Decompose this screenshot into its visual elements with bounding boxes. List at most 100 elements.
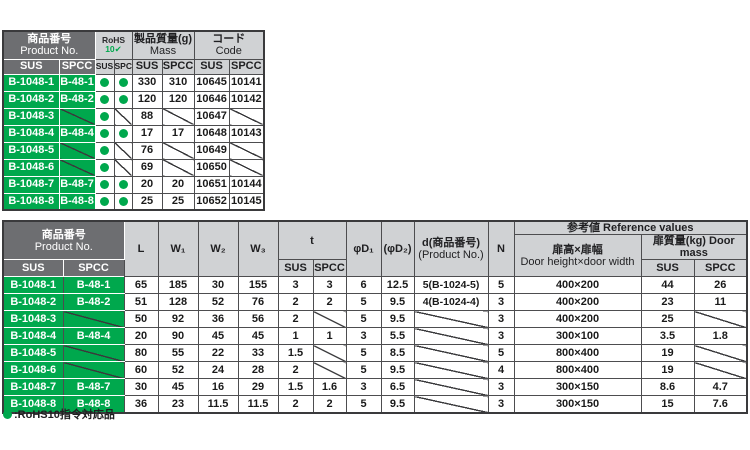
cell-m-spcc: 1.8 <box>693 327 748 346</box>
cell-sus: B-1048-3 <box>2 310 64 329</box>
rohs-dot-icon <box>100 196 109 206</box>
table-row: B-1048-5 76 10649 <box>2 141 265 160</box>
cell-spcc: B-48-7 <box>58 175 96 194</box>
cell-N: 3 <box>487 378 515 397</box>
cell-m-sus: 19 <box>640 344 695 363</box>
cell-mass-sus: 330 <box>131 73 163 92</box>
rohs-dot-icon <box>118 196 128 206</box>
cell-code-sus: 10650 <box>193 158 230 177</box>
cell-t-sus: 2 <box>277 361 314 380</box>
subheader-sus: SUS <box>277 259 314 278</box>
rohs-dot-icon <box>100 163 109 173</box>
cell-D1: 5 <box>345 293 382 312</box>
reference-values-header: 参考値 Reference values <box>513 220 748 236</box>
cell-spcc: B-48-8 <box>58 192 96 211</box>
cell-D1: 3 <box>345 327 382 346</box>
cell-W3: 11.5 <box>237 395 279 414</box>
mass-header-jp: 製品質量(g) <box>134 33 193 46</box>
cell-code-sus: 10651 <box>193 175 230 194</box>
table-row: B-1048-1 B-48-1 65 185 30 155 3 3 6 12.5 5(B-1024-… <box>2 276 748 295</box>
cell-t-spcc <box>312 361 347 380</box>
cell-mass-spcc: 20 <box>161 175 195 194</box>
cell-spcc <box>58 141 96 160</box>
cell-spcc <box>58 158 96 177</box>
cell-sus: B-1048-3 <box>2 107 60 126</box>
table-row: B-1048-2 B-48-2 120 120 10646 10142 <box>2 90 265 109</box>
rohs-dot-icon <box>100 112 109 122</box>
rohs-dot-icon <box>3 409 12 419</box>
cell-rohs-sus <box>94 73 115 92</box>
cell-rohs-sus <box>94 192 115 211</box>
subheader-spcc: SPCC <box>58 58 96 75</box>
cell-D2: 12.5 <box>380 276 415 295</box>
cell-code-sus: 10647 <box>193 107 230 126</box>
footnote-text: :RoHS10指令対応品 <box>14 409 115 421</box>
col-header-t: t <box>277 220 347 261</box>
col-header-d-product: d(商品番号) (Product No.) <box>413 220 489 278</box>
table-row: B-1048-8 B-48-8 36 23 11.5 11.5 2 2 5 9.5 3 300×150… <box>2 395 748 414</box>
cell-W2: 16 <box>197 378 239 397</box>
cell-spcc: B-48-8 <box>62 395 125 414</box>
cell-d <box>413 344 489 363</box>
cell-W3: 155 <box>237 276 279 295</box>
col-header-w1: W₁ <box>157 220 199 278</box>
door-size-header: 扉高×扉幅 Door height×door width <box>513 234 642 278</box>
table-row: B-1048-4 B-48-4 17 17 10648 10143 <box>2 124 265 143</box>
cell-m-sus: 44 <box>640 276 695 295</box>
cell-door: 400×200 <box>513 276 642 295</box>
t1-header: 商品番号 Product No. RoHS 10✔ 製品質量(g) Mass コード Code… <box>2 30 265 75</box>
product-no-header: 商品番号 Product No. <box>2 220 125 261</box>
subheader-spcc: SPCC <box>693 259 748 278</box>
cell-rohs-spcc <box>113 158 133 177</box>
rohs-leaf-icon: ✔ <box>114 44 122 55</box>
col-header-d-product-jp: d(商品番号) <box>421 237 481 250</box>
cell-code-spcc <box>228 107 265 126</box>
cell-L: 30 <box>123 378 159 397</box>
cell-rohs-sus <box>94 124 115 143</box>
mass-header-en: Mass <box>149 45 177 58</box>
cell-rohs-sus <box>94 158 115 177</box>
cell-W2: 52 <box>197 293 239 312</box>
cell-code-spcc: 10142 <box>228 90 265 109</box>
cell-t-sus: 1 <box>277 327 314 346</box>
rohs-dot-icon <box>118 78 128 88</box>
cell-W2: 36 <box>197 310 239 329</box>
cell-sus: B-1048-6 <box>2 158 60 177</box>
product-no-header-jp: 商品番号 <box>27 33 72 46</box>
cell-m-sus: 15 <box>640 395 695 414</box>
rohs10-label: 10✔ <box>96 44 131 55</box>
cell-W2: 45 <box>197 327 239 346</box>
cell-spcc: B-48-2 <box>58 90 96 109</box>
cell-mass-sus: 120 <box>131 90 163 109</box>
cell-mass-spcc <box>161 158 195 177</box>
cell-m-spcc: 4.7 <box>693 378 748 397</box>
col-header-l: L <box>123 220 159 278</box>
rohs10-number: 10 <box>105 44 115 55</box>
subheader-spcc: SPCC <box>62 259 125 278</box>
cell-W1: 52 <box>157 361 199 380</box>
table-row: SUSSPCCSUSSPCCSUSSPCCSUSSPCC <box>2 58 265 75</box>
cell-D1: 5 <box>345 310 382 329</box>
cell-N: 3 <box>487 293 515 312</box>
rohs-dot-icon <box>118 95 128 105</box>
cell-W3: 28 <box>237 361 279 380</box>
door-mass-header: 扉質量(kg) Door mass <box>640 234 748 261</box>
product-no-header-en: Product No. <box>20 45 79 58</box>
cell-t-sus: 1.5 <box>277 344 314 363</box>
cell-d <box>413 310 489 329</box>
subheader-spcc: SPCC <box>228 58 265 75</box>
cell-rohs-sus <box>94 107 115 126</box>
cell-door: 800×400 <box>513 361 642 380</box>
cell-t-spcc: 1.6 <box>312 378 347 397</box>
table-row: B-1048-1 B-48-1 330 310 10645 10141 <box>2 73 265 92</box>
cell-d <box>413 327 489 346</box>
cell-m-spcc <box>693 310 748 329</box>
table-row: B-1048-3 88 10647 <box>2 107 265 126</box>
col-header-w2: W₂ <box>197 220 239 278</box>
cell-rohs-sus <box>94 175 115 194</box>
subheader-spcc: SPCC <box>312 259 347 278</box>
table-row: B-1048-5 80 55 22 33 1.5 5 8.5 5 800×400 19 <box>2 344 748 363</box>
t1-body: B-1048-1 B-48-1 330 310 10645 10141 B-1048-2 B-… <box>2 73 265 211</box>
cell-mass-spcc: 310 <box>161 73 195 92</box>
cell-spcc <box>62 310 125 329</box>
